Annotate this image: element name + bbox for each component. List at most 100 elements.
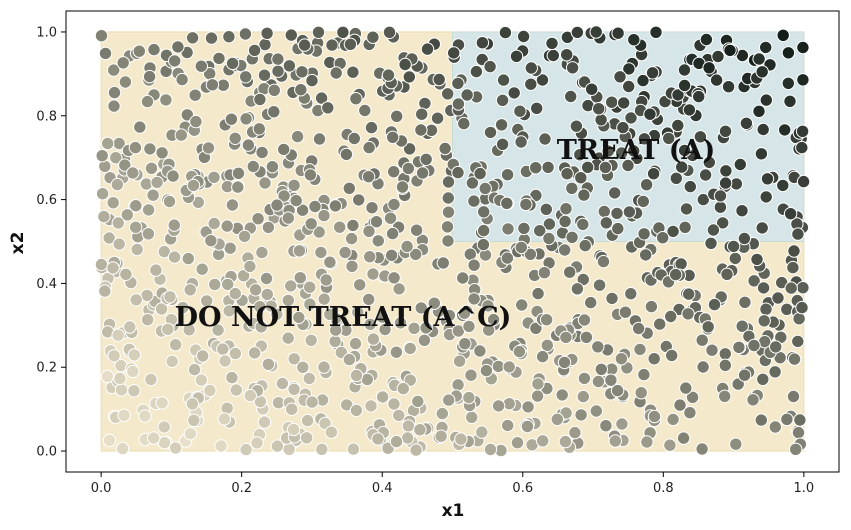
scatter-point <box>281 211 295 225</box>
scatter-point <box>346 218 360 233</box>
scatter-point <box>101 136 115 151</box>
scatter-point <box>795 140 809 155</box>
scatter-point <box>514 240 528 255</box>
scatter-point <box>284 28 298 42</box>
scatter-point <box>752 104 766 119</box>
scatter-point <box>759 190 773 204</box>
scatter-point <box>475 425 489 439</box>
scatter-point <box>465 176 480 190</box>
scatter-point <box>362 224 376 239</box>
scatter-point <box>409 223 424 237</box>
scatter-point <box>204 234 218 248</box>
scatter-point <box>685 390 700 404</box>
scatter-point <box>435 406 449 421</box>
scatter-point <box>300 413 315 428</box>
scatter-point <box>669 267 683 282</box>
points-layer <box>94 25 811 458</box>
scatter-point <box>107 63 121 77</box>
scatter-point <box>287 178 301 193</box>
scatter-point <box>292 244 307 258</box>
scatter-point <box>349 403 364 418</box>
scatter-point <box>168 54 182 68</box>
scatter-point <box>147 42 161 57</box>
scatter-point <box>611 221 625 236</box>
scatter-point <box>150 175 164 190</box>
scatter-point <box>116 56 130 70</box>
scatter-point <box>754 147 769 161</box>
scatter-point <box>314 245 328 260</box>
region-label-do-not-treat: DO NOT TREAT (A^C) <box>175 302 512 333</box>
scatter-point <box>713 200 728 214</box>
scatter-point <box>599 216 613 230</box>
scatter-point <box>608 434 622 448</box>
scatter-point <box>720 267 734 281</box>
scatter-point <box>569 119 584 133</box>
scatter-point <box>704 236 718 251</box>
scatter-point <box>204 31 219 45</box>
scatter-point <box>673 398 687 412</box>
scatter-point <box>755 221 769 235</box>
scatter-point <box>597 204 611 219</box>
scatter-point <box>229 383 244 397</box>
scatter-point <box>682 287 696 301</box>
scatter-point <box>477 205 491 219</box>
scatter-point <box>558 434 573 449</box>
scatter-point <box>501 418 515 433</box>
scatter-point <box>441 87 455 101</box>
scatter-point <box>735 319 749 333</box>
scatter-point <box>223 241 237 255</box>
scatter-point <box>321 101 335 115</box>
x-tick-label: 0.0 <box>91 481 112 496</box>
plot-frame <box>65 10 840 473</box>
scatter-point <box>342 181 356 196</box>
scatter-point <box>255 245 269 260</box>
scatter-point <box>304 333 318 347</box>
scatter-point <box>457 306 472 320</box>
scatter-point <box>364 120 379 135</box>
scatter-point <box>707 297 722 312</box>
scatter-point <box>675 160 689 174</box>
scatter-point <box>781 76 795 91</box>
scatter-point <box>542 217 557 231</box>
scatter-point <box>467 292 481 306</box>
scatter-point <box>560 167 574 181</box>
scatter-point <box>637 132 652 146</box>
scatter-point <box>390 109 404 124</box>
scatter-point <box>718 176 733 190</box>
scatter-point <box>265 160 280 174</box>
scatter-point <box>683 179 697 194</box>
scatter-point <box>430 111 445 125</box>
scatter-point <box>414 123 428 137</box>
scatter-point <box>166 169 180 183</box>
scatter-point <box>792 312 806 326</box>
scatter-point <box>119 267 133 281</box>
scatter-point <box>517 221 531 236</box>
scatter-point <box>624 111 638 125</box>
scatter-point <box>716 216 730 230</box>
scatter-point <box>181 251 196 266</box>
scatter-point <box>238 27 253 41</box>
scatter-point <box>769 340 783 354</box>
scatter-point <box>185 31 200 45</box>
scatter-point <box>783 207 798 221</box>
scatter-point <box>344 231 359 246</box>
scatter-point <box>728 251 742 266</box>
scatter-point <box>259 271 274 286</box>
scatter-point <box>144 161 159 176</box>
scatter-point <box>529 321 543 335</box>
scatter-point <box>329 323 343 337</box>
scatter-point <box>129 293 143 307</box>
scatter-point <box>592 278 607 292</box>
scatter-point <box>267 105 281 119</box>
scatter-point <box>419 321 433 335</box>
scatter-point <box>695 442 709 456</box>
scatter-point <box>253 300 267 314</box>
scatter-point <box>168 338 183 352</box>
scatter-point <box>791 227 805 241</box>
scatter-point <box>140 94 155 109</box>
scatter-point <box>144 372 158 387</box>
scatter-point <box>771 291 785 305</box>
scatter-point <box>398 57 412 72</box>
scatter-point <box>495 137 510 152</box>
scatter-point <box>495 93 510 108</box>
